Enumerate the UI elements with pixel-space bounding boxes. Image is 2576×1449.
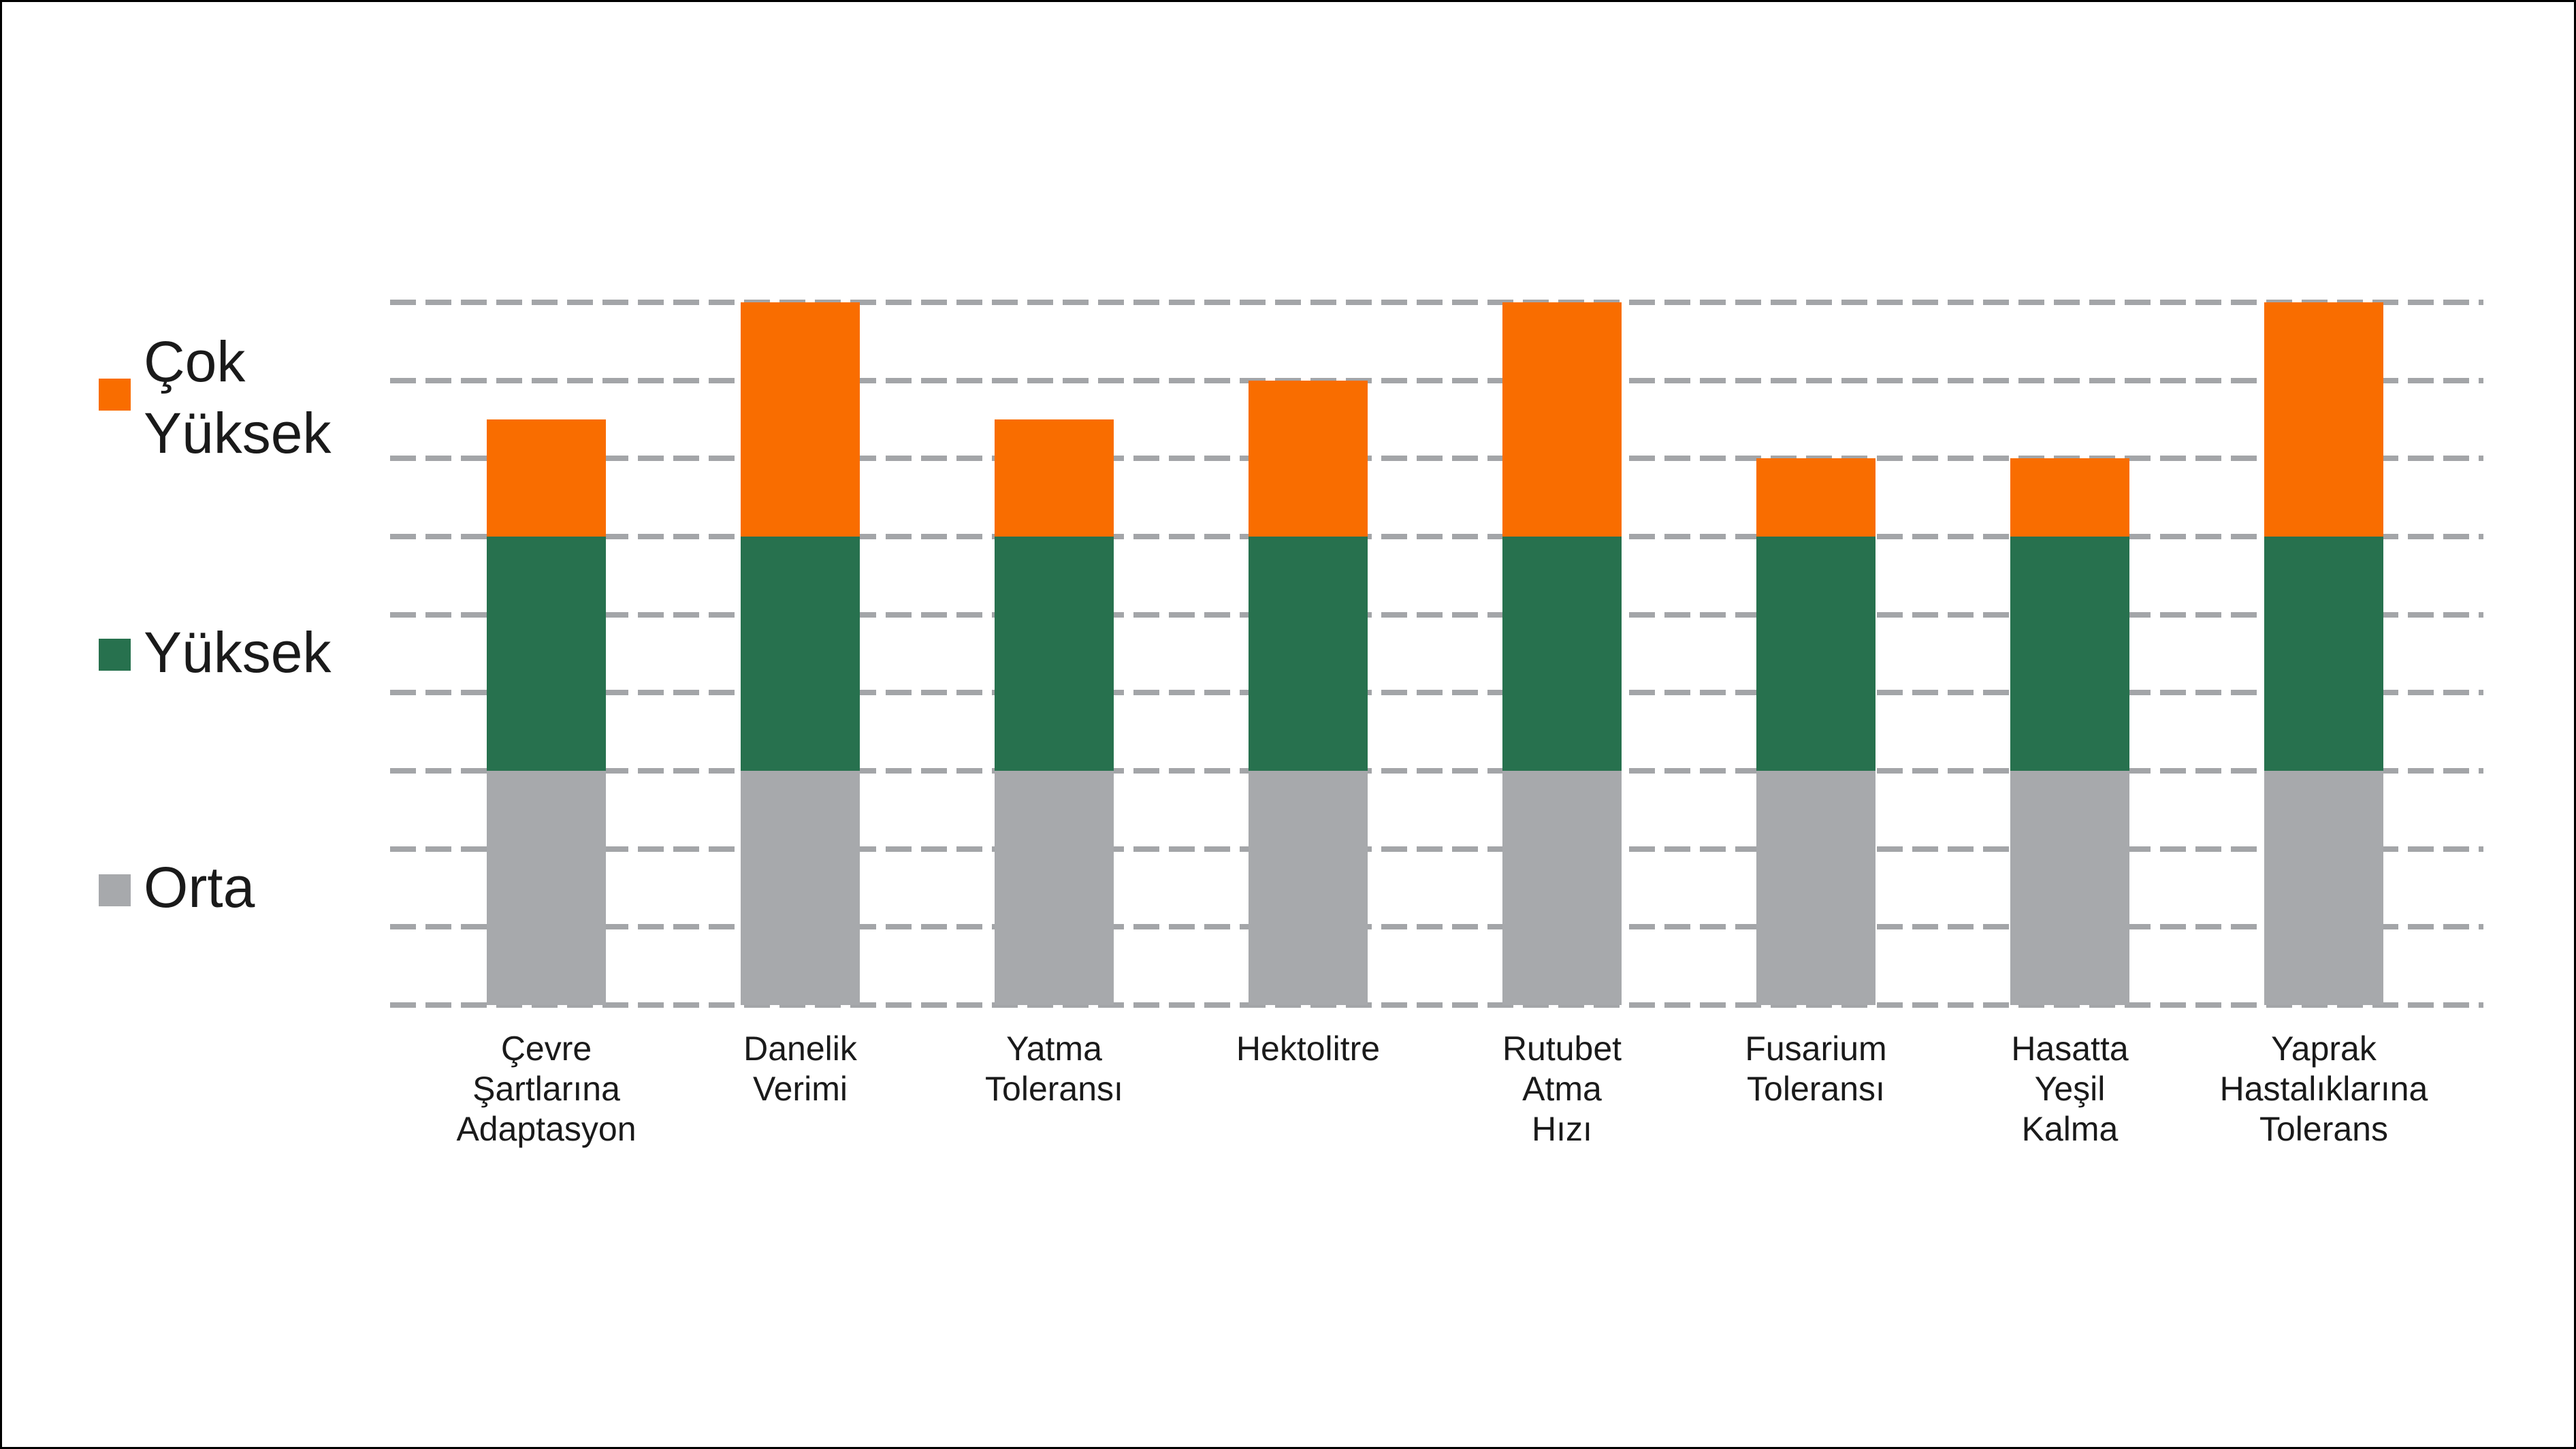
- x-axis-label-line: Toleransı: [1747, 1070, 1885, 1108]
- x-axis-label-line: Rutubet: [1502, 1030, 1622, 1068]
- x-axis-label: Danelik Verimi: [673, 1029, 927, 1109]
- bar-segment: [741, 771, 860, 1005]
- bar-segment: [487, 771, 606, 1005]
- x-axis-label: Hasatta Yeşil Kalma: [1943, 1029, 2197, 1149]
- x-axis-label: Fusarium Toleransı: [1689, 1029, 1943, 1109]
- bar-segment: [995, 419, 1114, 537]
- bar-segment: [487, 537, 606, 771]
- bar-segment: [1502, 537, 1622, 771]
- gridline: [390, 1002, 2483, 1008]
- bar-segment: [1502, 771, 1622, 1005]
- x-axis-label-line: Kalma: [2021, 1110, 2119, 1148]
- bar-segment: [1502, 302, 1622, 537]
- bar-segment: [1249, 380, 1368, 537]
- x-axis-label: Yaprak Hastalıklarına Tolerans: [2197, 1029, 2451, 1149]
- bar-segment: [2010, 458, 2129, 537]
- gridline: [390, 768, 2483, 774]
- bar-segment: [2264, 537, 2383, 771]
- gridline: [390, 377, 2483, 383]
- bar-segment: [1756, 771, 1875, 1005]
- x-axis-label-line: Atma: [1522, 1070, 1602, 1108]
- x-axis-label-line: Danelik: [743, 1030, 857, 1068]
- x-axis-label-line: Hektolitre: [1236, 1030, 1381, 1068]
- bar-segment: [741, 537, 860, 771]
- gridline: [390, 924, 2483, 930]
- x-axis-label-line: Yeşil: [2034, 1070, 2106, 1108]
- gridline: [390, 611, 2483, 618]
- bar-segment: [1249, 771, 1368, 1005]
- legend-label-orta: Orta: [144, 855, 255, 919]
- legend-label-yuksek: Yüksek: [144, 620, 332, 684]
- x-axis-label-line: Çevre: [500, 1030, 592, 1068]
- x-axis-label-line: Hasatta: [2011, 1030, 2129, 1068]
- bar-segment: [741, 302, 860, 537]
- legend-swatch-orta: [99, 874, 131, 906]
- gridline: [390, 300, 2483, 305]
- x-axis-label-line: Şartlarına: [472, 1070, 620, 1108]
- x-axis-label-line: Toleransı: [985, 1070, 1123, 1108]
- legend-label-cok-yuksek: Çok Yüksek: [144, 330, 332, 465]
- bar-segment: [995, 771, 1114, 1005]
- gridline: [390, 534, 2483, 539]
- x-axis-label-line: Fusarium: [1745, 1030, 1887, 1068]
- x-axis-label-line: Verimi: [753, 1070, 848, 1108]
- gridline: [390, 690, 2483, 696]
- x-axis-label: Yatma Toleransı: [927, 1029, 1181, 1109]
- x-axis-label: Hektolitre: [1181, 1029, 1435, 1069]
- x-axis-label-line: Yatma: [1006, 1030, 1102, 1068]
- bar-segment: [1249, 537, 1368, 771]
- bar-segment: [1756, 458, 1875, 537]
- bar-segment: [2264, 302, 2383, 537]
- bar-segment: [2264, 771, 2383, 1005]
- bar-segment: [2010, 771, 2129, 1005]
- bar-segment: [487, 419, 606, 537]
- legend-swatch-yuksek: [99, 639, 131, 671]
- x-axis-label-line: Adaptasyon: [456, 1110, 637, 1148]
- bar-segment: [1756, 537, 1875, 771]
- x-axis-label: Rutubet Atma Hızı: [1435, 1029, 1689, 1149]
- legend-swatch-cok-yuksek: [99, 379, 131, 411]
- gridline: [390, 846, 2483, 852]
- x-axis-label-line: Tolerans: [2259, 1110, 2388, 1148]
- gridline: [390, 456, 2483, 462]
- x-axis-label-line: Yaprak: [2271, 1030, 2377, 1068]
- x-axis-label-line: Hızı: [1532, 1110, 1592, 1148]
- x-axis-label-line: Hastalıklarına: [2219, 1070, 2428, 1108]
- bar-segment: [995, 537, 1114, 771]
- x-axis-label: Çevre Şartlarına Adaptasyon: [419, 1029, 673, 1149]
- bar-segment: [2010, 537, 2129, 771]
